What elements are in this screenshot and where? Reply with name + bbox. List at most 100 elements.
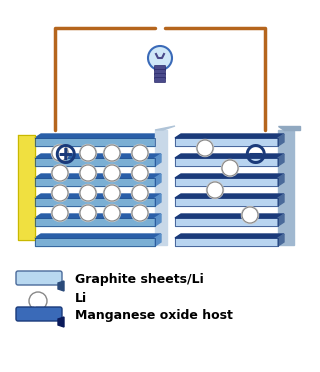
Circle shape	[242, 207, 258, 223]
Polygon shape	[175, 194, 284, 198]
Circle shape	[103, 164, 121, 182]
Polygon shape	[278, 214, 284, 226]
Polygon shape	[35, 198, 155, 206]
Circle shape	[107, 173, 112, 178]
Circle shape	[132, 205, 148, 221]
Circle shape	[79, 185, 97, 202]
Polygon shape	[175, 134, 284, 138]
Polygon shape	[35, 158, 155, 166]
Polygon shape	[35, 194, 161, 198]
Text: ⊖: ⊖	[242, 141, 268, 170]
Circle shape	[52, 185, 68, 201]
FancyBboxPatch shape	[155, 65, 165, 71]
Polygon shape	[278, 130, 294, 245]
Circle shape	[52, 185, 68, 202]
Circle shape	[79, 205, 97, 221]
Circle shape	[79, 144, 97, 161]
Circle shape	[83, 213, 88, 218]
Circle shape	[132, 164, 148, 182]
FancyBboxPatch shape	[16, 307, 62, 321]
Polygon shape	[278, 174, 284, 186]
Polygon shape	[278, 234, 284, 246]
Circle shape	[103, 144, 121, 161]
Circle shape	[200, 148, 205, 153]
Circle shape	[103, 185, 121, 202]
Circle shape	[222, 160, 238, 176]
Circle shape	[52, 205, 68, 221]
Circle shape	[80, 145, 96, 161]
Circle shape	[207, 182, 223, 198]
Circle shape	[210, 190, 215, 195]
Polygon shape	[35, 138, 155, 146]
Circle shape	[135, 153, 140, 158]
Circle shape	[132, 185, 148, 202]
Circle shape	[104, 145, 120, 161]
Polygon shape	[278, 126, 300, 130]
Circle shape	[52, 144, 68, 161]
Polygon shape	[35, 134, 161, 138]
Polygon shape	[35, 238, 155, 246]
Polygon shape	[18, 135, 35, 240]
Circle shape	[52, 205, 68, 221]
FancyBboxPatch shape	[155, 70, 165, 74]
Polygon shape	[175, 218, 278, 226]
Polygon shape	[155, 154, 161, 166]
Circle shape	[79, 164, 97, 182]
Circle shape	[107, 213, 112, 218]
Circle shape	[55, 173, 60, 178]
Polygon shape	[278, 154, 284, 166]
FancyBboxPatch shape	[155, 74, 165, 78]
Polygon shape	[155, 174, 161, 186]
Circle shape	[104, 185, 120, 201]
Circle shape	[80, 205, 96, 221]
Polygon shape	[155, 126, 175, 130]
Polygon shape	[58, 281, 64, 291]
Circle shape	[80, 165, 96, 181]
Circle shape	[132, 165, 148, 181]
Circle shape	[196, 140, 213, 157]
Circle shape	[225, 168, 230, 173]
Circle shape	[132, 185, 148, 201]
Polygon shape	[35, 218, 155, 226]
Circle shape	[55, 193, 60, 198]
Circle shape	[33, 301, 37, 305]
Circle shape	[245, 215, 250, 220]
Circle shape	[52, 164, 68, 182]
Circle shape	[83, 153, 88, 158]
Polygon shape	[175, 234, 284, 238]
Circle shape	[55, 213, 60, 218]
Polygon shape	[58, 317, 64, 327]
Polygon shape	[155, 214, 161, 226]
Polygon shape	[35, 214, 161, 218]
Polygon shape	[175, 174, 284, 178]
Circle shape	[104, 205, 120, 221]
Text: Manganese oxide host: Manganese oxide host	[75, 308, 233, 321]
FancyBboxPatch shape	[16, 271, 62, 285]
Text: Graphite sheets/Li: Graphite sheets/Li	[75, 273, 204, 285]
Polygon shape	[35, 178, 155, 186]
Text: Li: Li	[75, 292, 87, 305]
Polygon shape	[175, 214, 284, 218]
Circle shape	[80, 185, 96, 201]
Circle shape	[135, 213, 140, 218]
Circle shape	[132, 145, 148, 161]
Polygon shape	[155, 194, 161, 206]
Circle shape	[135, 173, 140, 178]
Circle shape	[135, 193, 140, 198]
Circle shape	[242, 206, 259, 224]
Circle shape	[221, 160, 238, 176]
Circle shape	[148, 46, 172, 70]
Polygon shape	[35, 154, 161, 158]
Polygon shape	[155, 130, 167, 245]
Circle shape	[103, 205, 121, 221]
Polygon shape	[35, 234, 161, 238]
Polygon shape	[35, 174, 161, 178]
Polygon shape	[175, 178, 278, 186]
Polygon shape	[155, 134, 161, 146]
Polygon shape	[175, 238, 278, 246]
Circle shape	[132, 205, 148, 221]
Polygon shape	[155, 234, 161, 246]
Circle shape	[197, 140, 213, 156]
Polygon shape	[278, 134, 284, 146]
Polygon shape	[175, 154, 284, 158]
